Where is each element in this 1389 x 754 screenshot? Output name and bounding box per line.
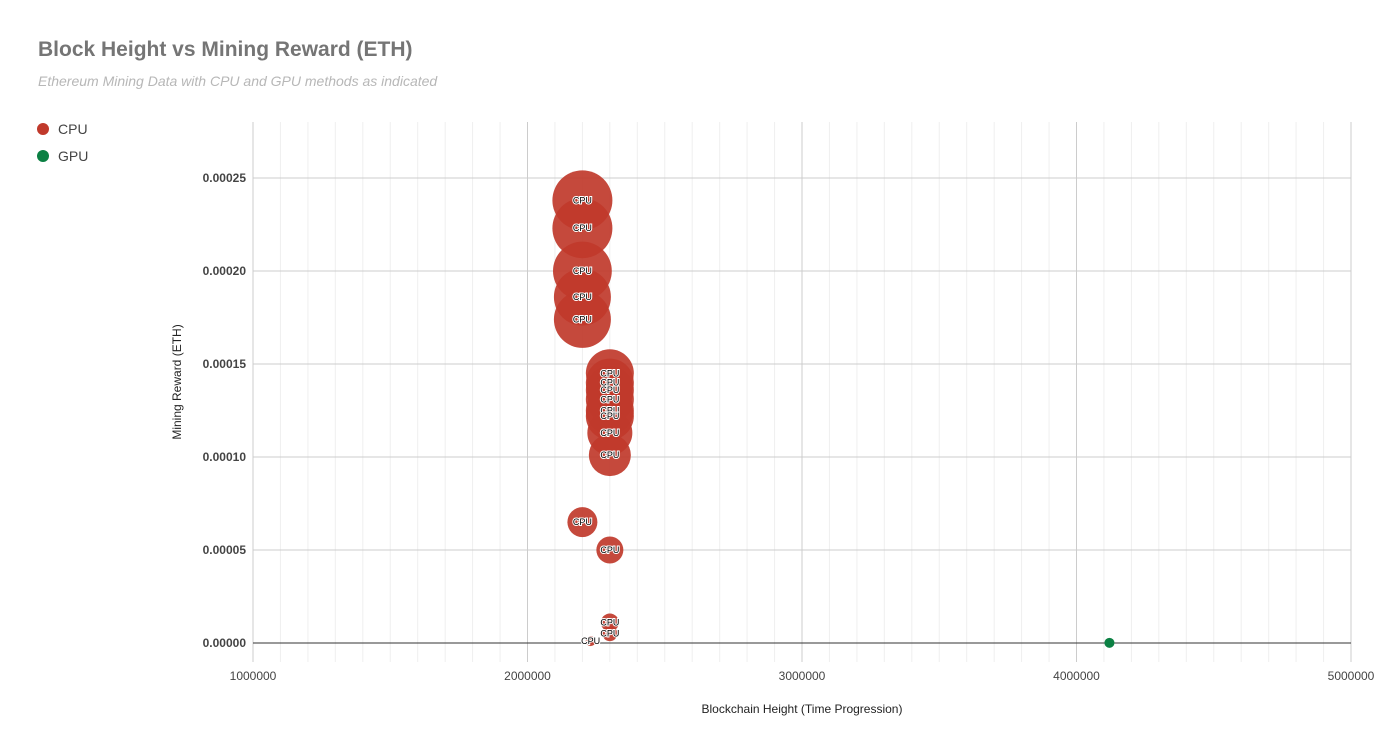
data-point-cpu	[585, 636, 596, 647]
y-tick-label: 0.00000	[203, 636, 247, 650]
data-label: CPU	[600, 450, 619, 460]
data-label: CPU	[573, 195, 592, 205]
data-label: CPU	[600, 378, 619, 388]
data-label: CPU	[600, 394, 619, 404]
data-point-cpu	[567, 507, 598, 538]
legend-item-cpu[interactable]: CPU	[37, 115, 88, 142]
y-tick-label: 0.00020	[203, 264, 247, 278]
chart-title: Block Height vs Mining Reward (ETH)	[38, 38, 413, 61]
data-label: CPU	[573, 517, 592, 527]
x-tick-label: 2000000	[504, 669, 551, 683]
data-label: CPU	[581, 636, 600, 646]
chart-subtitle: Ethereum Mining Data with CPU and GPU me…	[38, 73, 438, 89]
data-label: CPU	[600, 545, 619, 555]
data-point-cpu	[588, 434, 631, 477]
legend-item-gpu[interactable]: GPU	[37, 142, 88, 169]
data-label: CPU	[600, 411, 619, 421]
legend-swatch-gpu	[37, 149, 49, 162]
data-point-gpu	[1104, 637, 1115, 648]
data-label: CPU	[600, 428, 619, 438]
legend-label-gpu: GPU	[58, 147, 89, 164]
legend: CPU GPU	[37, 115, 88, 169]
data-point-cpu	[553, 290, 611, 348]
data-label: CPU	[573, 266, 592, 276]
y-tick-label: 0.00015	[203, 357, 247, 371]
data-label: CPU	[573, 292, 592, 302]
x-tick-label: 4000000	[1053, 669, 1100, 683]
data-label: CPU	[573, 223, 592, 233]
y-tick-label: 0.00005	[203, 543, 247, 557]
x-axis-title: Blockchain Height (Time Progression)	[702, 702, 903, 716]
data-point-cpu	[600, 613, 619, 632]
y-tick-label: 0.00025	[203, 171, 247, 185]
data-label: CPU	[600, 385, 619, 395]
data-point-cpu	[552, 198, 613, 259]
data-point-cpu	[602, 626, 618, 642]
y-tick-label: 0.00010	[203, 450, 247, 464]
data-label: CPU	[600, 406, 619, 416]
data-label: CPU	[600, 618, 619, 628]
legend-label-cpu: CPU	[58, 120, 88, 137]
x-tick-label: 1000000	[230, 669, 277, 683]
data-label: CPU	[573, 314, 592, 324]
data-label: CPU	[600, 368, 619, 378]
x-tick-label: 3000000	[779, 669, 826, 683]
data-point-cpu	[596, 536, 624, 564]
legend-swatch-cpu	[37, 122, 49, 135]
x-tick-label: 5000000	[1328, 669, 1375, 683]
data-label: CPU	[600, 629, 619, 639]
y-axis-title: Mining Reward (ETH)	[170, 324, 184, 439]
